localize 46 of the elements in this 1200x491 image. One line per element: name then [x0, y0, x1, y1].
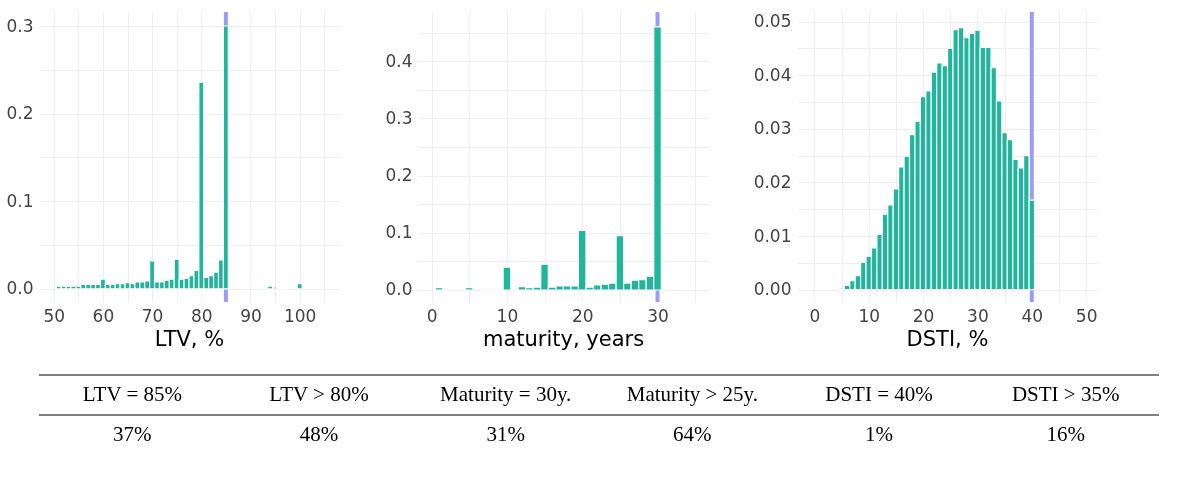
y-tick-label: 0.0	[6, 278, 34, 299]
x-tick-label: 10	[496, 305, 519, 326]
text: 37%	[113, 422, 152, 446]
text: Maturity = 30y.	[440, 382, 572, 406]
y-tick-label: 0.2	[385, 165, 413, 186]
text: 64%	[673, 422, 712, 446]
y-tick-label: 0.0	[385, 279, 413, 300]
x-axis-title: LTV, %	[154, 326, 225, 351]
y-tick-label: 0.4	[385, 50, 413, 71]
x-tick-label: 0	[809, 305, 821, 326]
x-tick-label: 60	[92, 305, 115, 326]
x-tick-label: 20	[912, 305, 935, 326]
x-tick-label: 20	[571, 305, 594, 326]
text: LTV = 85%	[82, 382, 183, 406]
x-tick-label: 70	[141, 305, 164, 326]
text: DSTI > 35%	[1011, 382, 1120, 406]
x-axis-title: DSTI, %	[906, 326, 989, 351]
y-tick-label: 0.1	[385, 222, 413, 243]
text: LTV > 80%	[269, 382, 369, 406]
text: 16%	[1046, 422, 1085, 446]
y-tick-label: 0.04	[753, 64, 792, 85]
y-tick-label: 0.1	[6, 190, 34, 211]
y-tick-label: 0.03	[753, 118, 792, 139]
text: Maturity > 25y.	[626, 382, 758, 406]
x-axis-title: maturity, years	[482, 326, 645, 351]
x-tick-label: 50	[1075, 305, 1098, 326]
y-tick-label: 0.3	[6, 15, 34, 36]
y-tick-label: 0.02	[753, 171, 792, 192]
x-tick-label: 30	[647, 305, 669, 326]
x-tick-label: 30	[967, 305, 989, 326]
y-tick-label: 0.01	[753, 225, 792, 246]
text: 31%	[486, 422, 525, 446]
x-tick-label: 10	[858, 305, 881, 326]
y-tick-label: 0.2	[6, 103, 34, 124]
x-tick-label: 40	[1021, 305, 1044, 326]
y-tick-label: 0.00	[753, 279, 792, 300]
y-tick-label: 0.3	[385, 107, 413, 128]
x-tick-label: 0	[426, 305, 438, 326]
text: 1%	[865, 422, 893, 446]
x-tick-label: 80	[190, 305, 213, 326]
y-tick-label: 0.05	[753, 11, 792, 32]
x-tick-label: 50	[43, 305, 66, 326]
text: DSTI = 40%	[825, 382, 933, 406]
text: 48%	[299, 422, 339, 446]
x-tick-label: 90	[240, 305, 262, 326]
x-tick-label: 100	[283, 305, 317, 326]
